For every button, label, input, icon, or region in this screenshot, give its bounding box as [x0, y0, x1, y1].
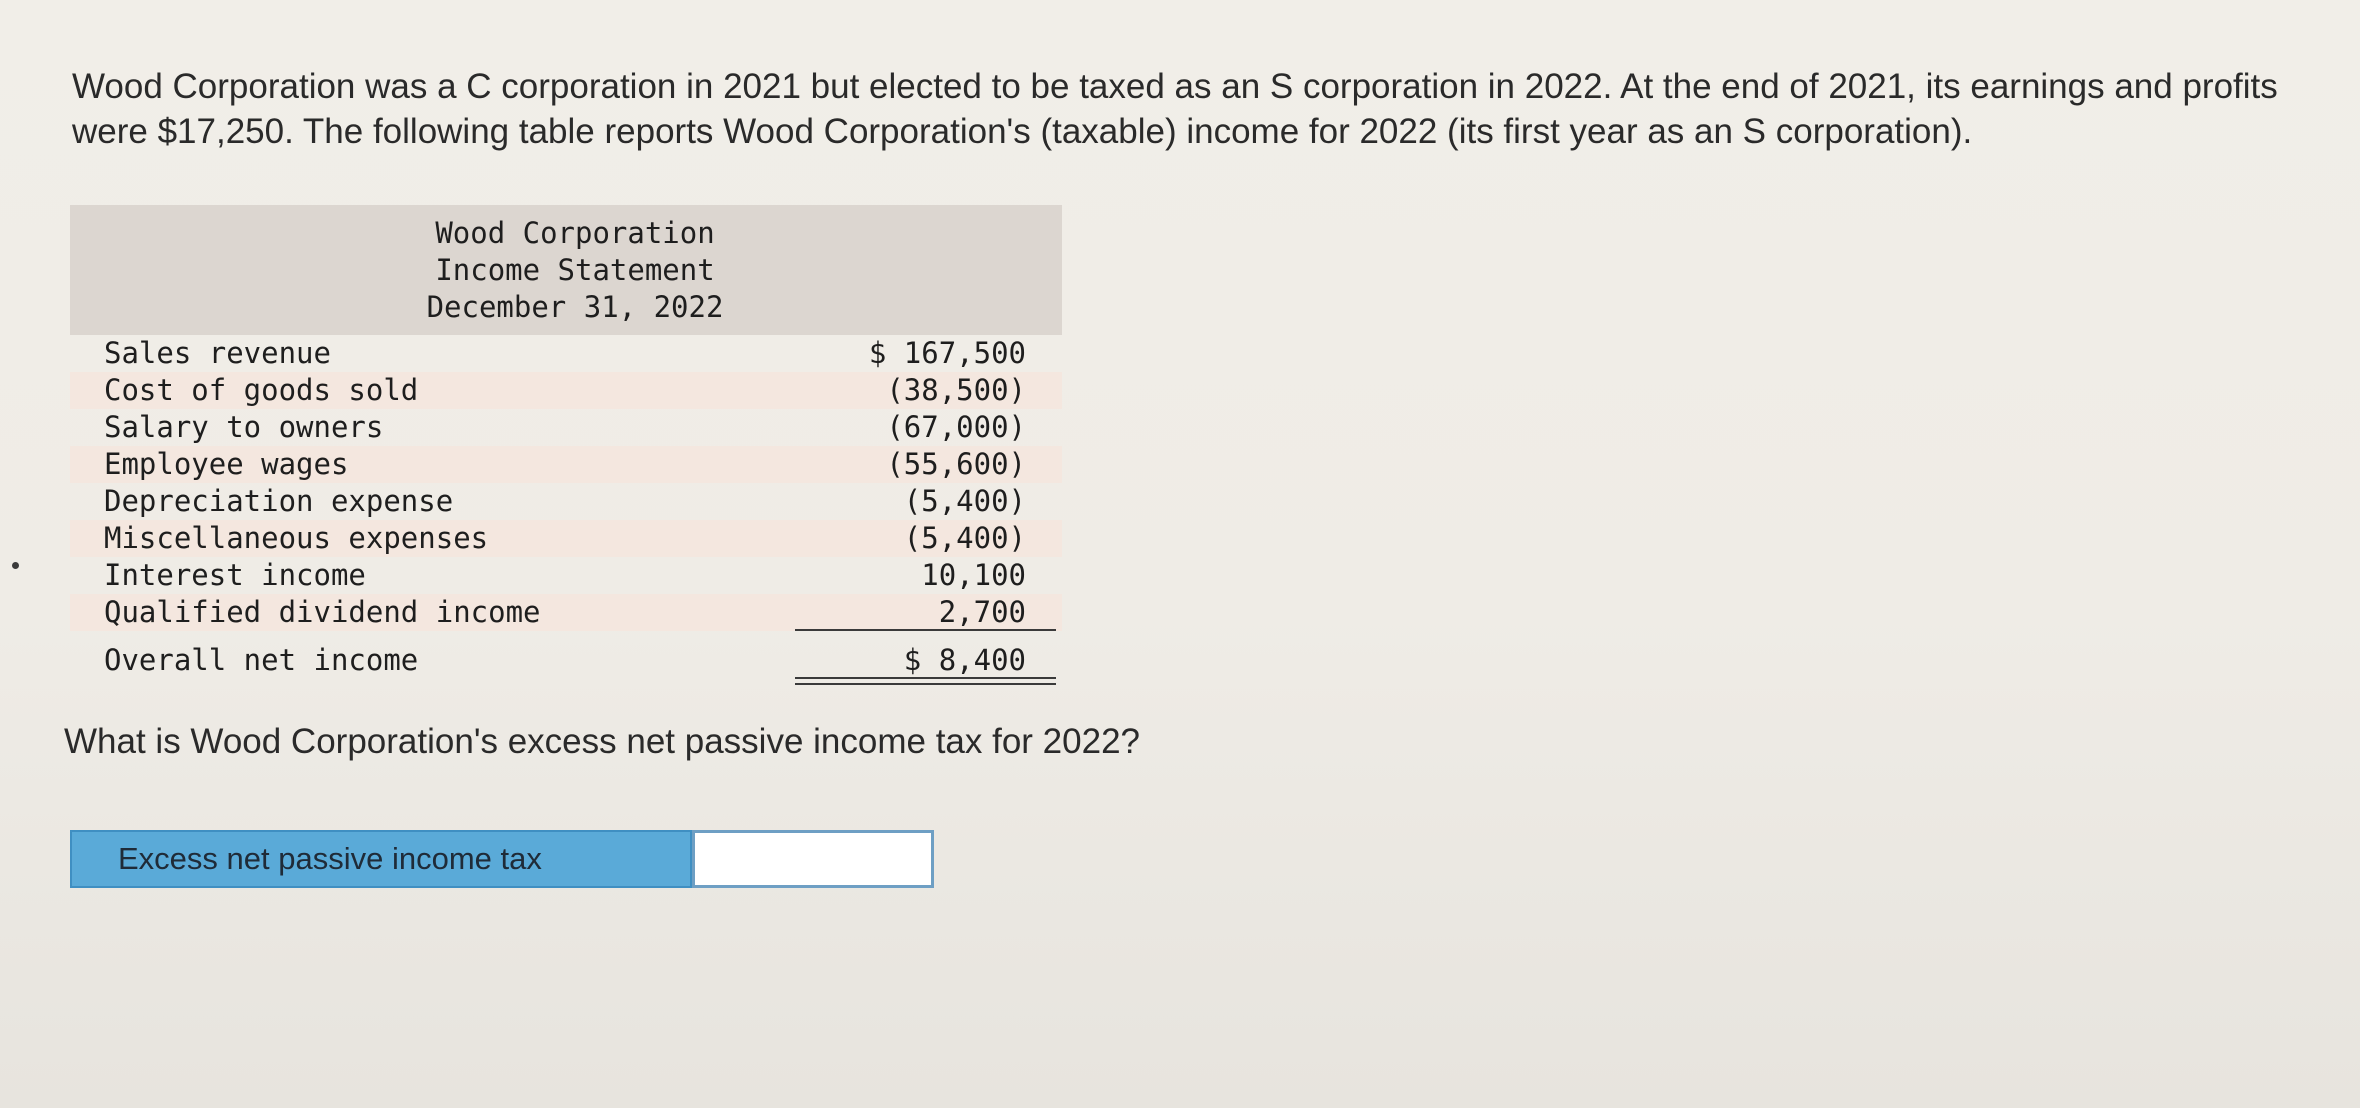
row-amount: (55,600): [886, 447, 1026, 481]
table-row: Qualified dividend income 2,700: [70, 594, 1062, 631]
row-label: Depreciation expense: [104, 484, 454, 518]
table-row: Employee wages (55,600): [70, 446, 1062, 483]
row-label: Interest income: [104, 558, 366, 592]
excess-net-passive-income-tax-input[interactable]: [692, 830, 934, 888]
bullet-dot: [12, 562, 19, 569]
statement-header: Wood Corporation Income Statement Decemb…: [70, 205, 1062, 335]
table-row: Interest income 10,100: [70, 557, 1062, 594]
table-row: Cost of goods sold (38,500): [70, 372, 1062, 409]
row-amount: (5,400): [903, 521, 1026, 555]
row-label: Employee wages: [104, 447, 349, 481]
answer-label: Excess net passive income tax: [70, 830, 692, 888]
problem-intro-text: Wood Corporation was a C corporation in …: [72, 67, 2278, 151]
total-amount: $ 8,400: [903, 643, 1026, 677]
table-row: Miscellaneous expenses (5,400): [70, 520, 1062, 557]
row-label: Sales revenue: [104, 336, 331, 370]
statement-title: Income Statement: [435, 253, 715, 287]
row-label: Salary to owners: [104, 410, 384, 444]
row-amount: (5,400): [903, 484, 1026, 518]
table-row: Sales revenue $ 167,500: [70, 335, 1062, 372]
answer-row: Excess net passive income tax: [70, 830, 934, 888]
table-row: Salary to owners (67,000): [70, 409, 1062, 446]
question-text: What is Wood Corporation's excess net pa…: [64, 722, 1141, 761]
statement-date: December 31, 2022: [426, 290, 724, 324]
row-amount: $ 167,500: [868, 336, 1026, 370]
subtotal-rule: [795, 629, 1056, 631]
row-amount: 10,100: [921, 558, 1026, 592]
statement-company: Wood Corporation: [435, 216, 715, 250]
row-amount: (38,500): [886, 373, 1026, 407]
row-label: Cost of goods sold: [104, 373, 419, 407]
total-row: Overall net income $ 8,400: [70, 635, 1062, 685]
row-label: Qualified dividend income: [104, 595, 541, 629]
total-double-rule: [795, 677, 1056, 685]
total-label: Overall net income: [104, 643, 419, 677]
income-statement-table: Wood Corporation Income Statement Decemb…: [70, 205, 1062, 685]
row-label: Miscellaneous expenses: [104, 521, 489, 555]
row-amount: (67,000): [886, 410, 1026, 444]
row-amount: 2,700: [938, 595, 1026, 629]
table-row: Depreciation expense (5,400): [70, 483, 1062, 520]
